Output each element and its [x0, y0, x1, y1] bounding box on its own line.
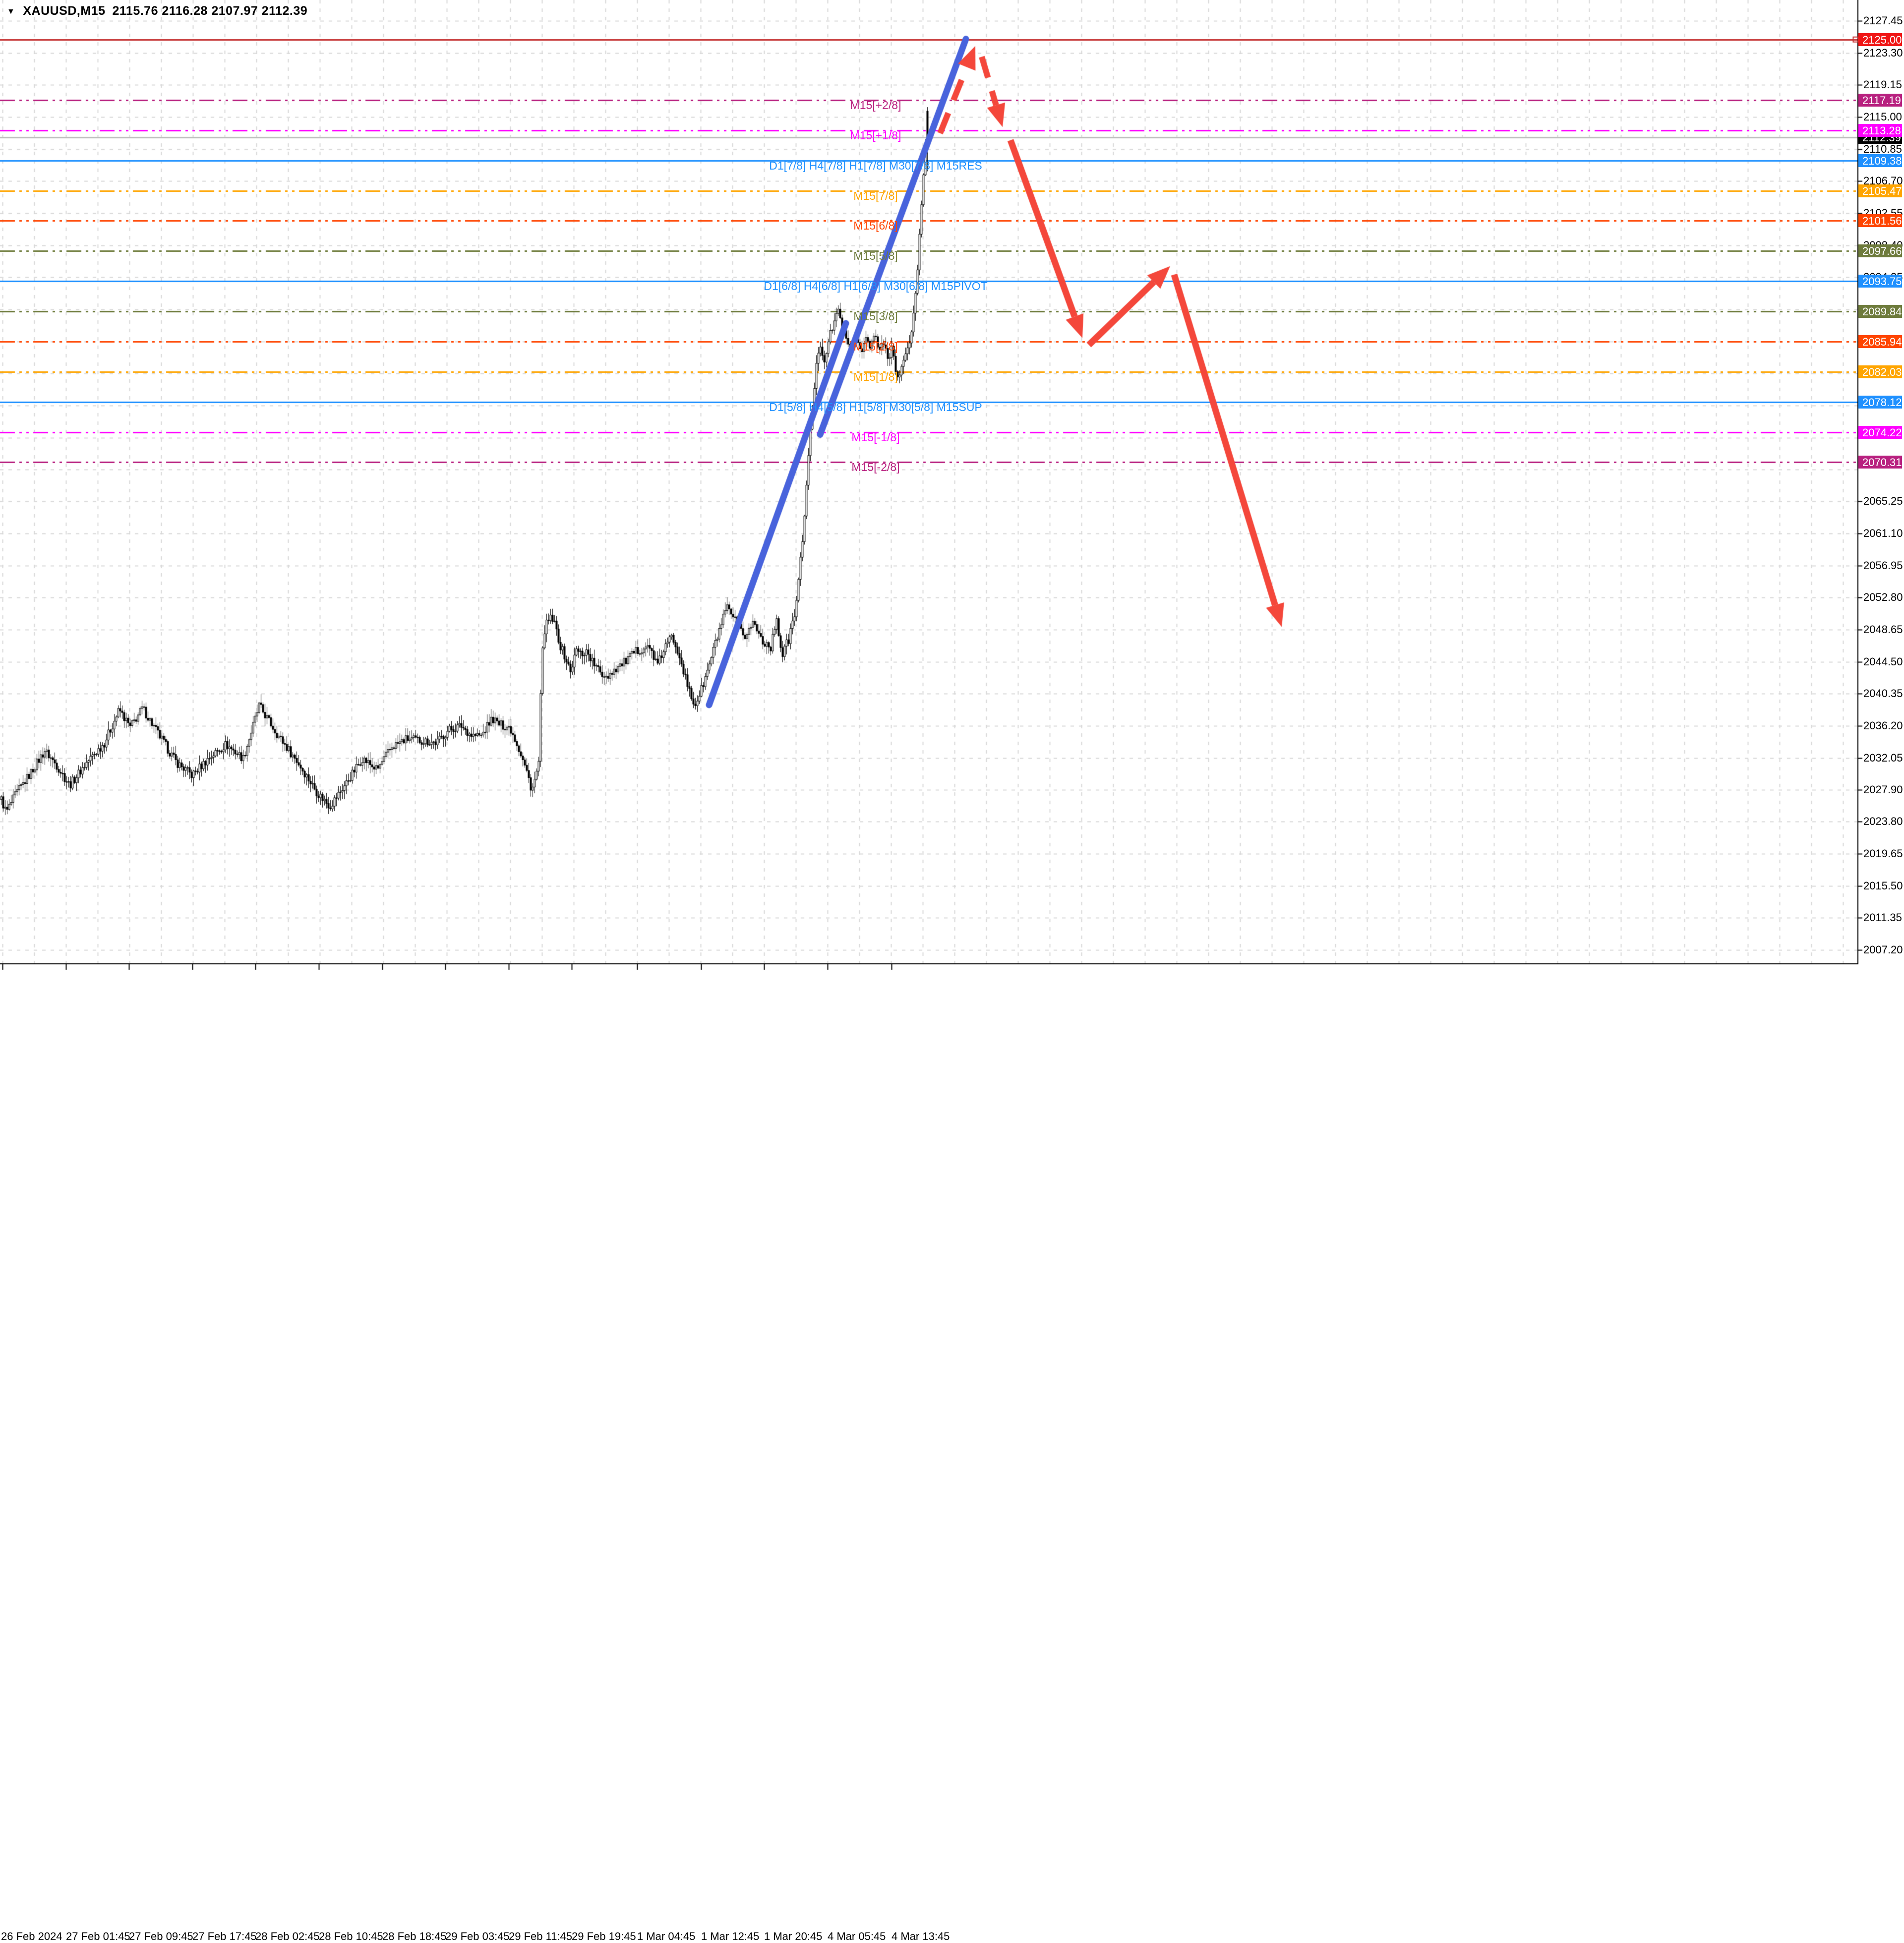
price-badge-level: 2074.22 [1858, 425, 1902, 439]
price-tick-label: 2048.65 [1863, 623, 1903, 636]
price-axis[interactable]: 2127.45 2123.30 2119.15 2115.00 2110.85 2106.… [0, 0, 1904, 963]
price-tick-label: 2019.65 [1863, 847, 1903, 860]
price-tick-label: 2127.45 [1863, 14, 1903, 27]
chart-title: ▼ XAUUSD,M15 2115.76 2116.28 2107.97 2112.… [7, 4, 307, 18]
level-label: M15[5/8] [853, 249, 898, 263]
price-tick-label: 2115.00 [1863, 111, 1902, 123]
time-tick-label: 27 Feb 09:45 [129, 1930, 193, 1943]
price-badge-level: 2113.28 [1858, 123, 1902, 137]
time-tick-label: 1 Mar 20:45 [764, 1930, 823, 1943]
time-axis[interactable]: 26 Feb 2024 27 Feb 01:45 27 Feb 09:45 27 Fe… [0, 963, 1904, 1943]
price-badge-level: 2089.84 [1858, 305, 1902, 318]
price-badge-resistance-2125: 2125.00 [1858, 33, 1902, 47]
time-tick-label: 28 Feb 02:45 [255, 1930, 320, 1943]
chart-title-ohlc: 2115.76 2116.28 2107.97 2112.39 [112, 4, 308, 18]
price-badge-level: 2093.75 [1858, 275, 1902, 288]
price-badge-level: 2117.19 [1858, 93, 1902, 107]
time-tick-label: 29 Feb 03:45 [445, 1930, 510, 1943]
time-tick-label: 1 Mar 12:45 [701, 1930, 760, 1943]
price-tick-label: 2123.30 [1863, 46, 1903, 59]
level-label: D1[6/8] H4[6/8] H1[6/8] M30[6/8] M15PIVO… [764, 280, 988, 293]
price-tick-label: 2052.80 [1863, 591, 1903, 604]
price-badge-level: 2109.38 [1858, 154, 1902, 167]
time-tick-label: 26 Feb 2024 [1, 1930, 62, 1943]
level-label: M15[-2/8] [851, 461, 900, 474]
level-label: M15[+2/8] [850, 98, 901, 112]
price-tick-label: 2036.20 [1863, 719, 1903, 732]
price-tick-label: 2044.50 [1863, 655, 1903, 668]
chart-canvas[interactable] [0, 0, 1904, 990]
time-tick-label: 29 Feb 11:45 [509, 1930, 573, 1943]
time-tick-label: 27 Feb 01:45 [66, 1930, 130, 1943]
price-badge-level: 2101.56 [1858, 214, 1902, 228]
price-tick-label: 2032.05 [1863, 751, 1903, 764]
time-tick-label: 27 Feb 17:45 [192, 1930, 257, 1943]
price-tick-label: 2023.80 [1863, 815, 1903, 828]
symbol-dropdown-icon[interactable]: ▼ [7, 7, 15, 16]
price-badge-level: 2082.03 [1858, 365, 1902, 378]
price-tick-label: 2027.90 [1863, 783, 1903, 796]
level-label: M15[7/8] [853, 189, 898, 202]
price-badge-level: 2097.66 [1858, 244, 1902, 258]
time-tick-label: 29 Feb 19:45 [572, 1930, 636, 1943]
level-label: M15[+1/8] [850, 128, 901, 142]
level-label: M15[6/8] [853, 219, 898, 233]
price-tick-label: 2040.35 [1863, 687, 1903, 700]
time-tick-label: 4 Mar 05:45 [828, 1930, 886, 1943]
price-badge-level: 2085.94 [1858, 335, 1902, 348]
level-label: M15[3/8] [853, 310, 898, 323]
price-badge-level: 2105.47 [1858, 184, 1902, 197]
price-badge-level: 2078.12 [1858, 395, 1902, 409]
level-label: D1[5/8] H4[5/8] H1[5/8] M30[5/8] M15SUP [769, 400, 982, 413]
price-tick-label: 2065.25 [1863, 495, 1903, 508]
chart-title-symbol: XAUUSD,M15 [23, 4, 106, 18]
price-badge-level: 2070.31 [1858, 456, 1902, 469]
price-tick-label: 2015.50 [1863, 879, 1903, 892]
price-tick-label: 2007.20 [1863, 943, 1903, 956]
time-tick-label: 1 Mar 04:45 [637, 1930, 696, 1943]
level-label: M15[1/8] [853, 370, 898, 383]
price-tick-label: 2011.35 [1863, 911, 1902, 924]
level-label: D1[7/8] H4[7/8] H1[7/8] M30[7/8] M15RES [769, 159, 982, 172]
time-tick-label: 4 Mar 13:45 [892, 1930, 950, 1943]
time-tick-label: 28 Feb 10:45 [319, 1930, 383, 1943]
price-tick-label: 2056.95 [1863, 559, 1903, 572]
price-tick-label: 2119.15 [1863, 78, 1902, 91]
price-tick-label: 2110.85 [1863, 142, 1902, 155]
time-tick-label: 28 Feb 18:45 [382, 1930, 447, 1943]
level-label: M15[2/8] [853, 340, 898, 353]
level-label: M15[-1/8] [851, 430, 900, 444]
price-tick-label: 2061.10 [1863, 527, 1903, 539]
